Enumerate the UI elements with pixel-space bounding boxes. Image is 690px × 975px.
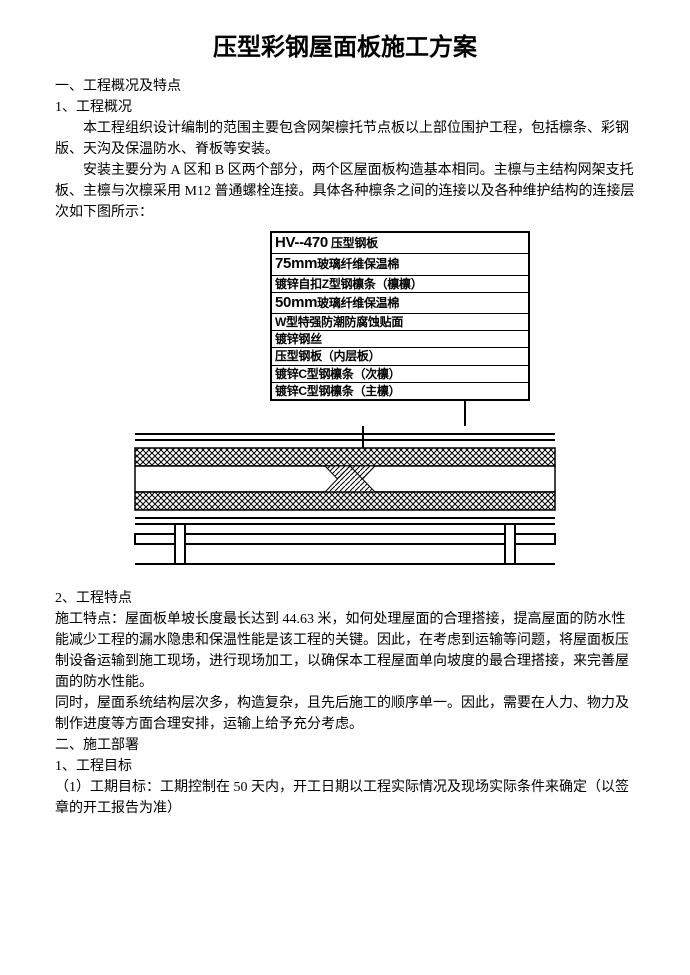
para-5: （1）工期目标：工期控制在 50 天内，开工日期以工程实际情况及现场实际条件来确… bbox=[55, 777, 635, 819]
legend-row: 压型钢板（内层板） bbox=[272, 348, 528, 365]
heading-2-1: 1、工程目标 bbox=[55, 756, 635, 777]
heading-1-2: 2、工程特点 bbox=[55, 588, 635, 609]
legend-row: 50mm玻璃纤维保温棉 bbox=[272, 293, 528, 314]
figure-legend: HV--470 压型钢板 75mm玻璃纤维保温棉 镀锌自扣Z型钢檩条（檩檩） 5… bbox=[270, 231, 530, 401]
page-title: 压型彩钢屋面板施工方案 bbox=[55, 30, 635, 66]
section-diagram bbox=[125, 426, 565, 576]
para-1: 本工程组织设计编制的范围主要包含网架檩托节点板以上部位围护工程，包括檩条、彩钢版… bbox=[55, 118, 635, 160]
heading-1-1: 1、工程概况 bbox=[55, 97, 635, 118]
legend-row: W型特强防潮防腐蚀贴面 bbox=[272, 314, 528, 331]
legend-row: 镀锌C型钢檩条（次檩） bbox=[272, 366, 528, 383]
para-2: 安装主要分为 A 区和 B 区两个部分，两个区屋面板构造基本相同。主檩与主结构网… bbox=[55, 160, 635, 223]
para-3: 施工特点：屋面板单坡长度最长达到 44.63 米，如何处理屋面的合理搭接，提高屋… bbox=[55, 609, 635, 693]
leader-line bbox=[464, 401, 466, 426]
heading-1: 一、工程概况及特点 bbox=[55, 76, 635, 97]
heading-2: 二、施工部署 bbox=[55, 735, 635, 756]
figure: HV--470 压型钢板 75mm玻璃纤维保温棉 镀锌自扣Z型钢檩条（檩檩） 5… bbox=[55, 231, 635, 576]
legend-row: 镀锌钢丝 bbox=[272, 331, 528, 348]
legend-row: 镀锌自扣Z型钢檩条（檩檩） bbox=[272, 276, 528, 293]
legend-row: 75mm玻璃纤维保温棉 bbox=[272, 254, 528, 275]
para-4: 同时，屋面系统结构层次多，构造复杂，且先后施工的顺序单一。因此，需要在人力、物力… bbox=[55, 693, 635, 735]
legend-row: HV--470 压型钢板 bbox=[272, 233, 528, 254]
legend-row: 镀锌C型钢檩条（主檩） bbox=[272, 383, 528, 399]
